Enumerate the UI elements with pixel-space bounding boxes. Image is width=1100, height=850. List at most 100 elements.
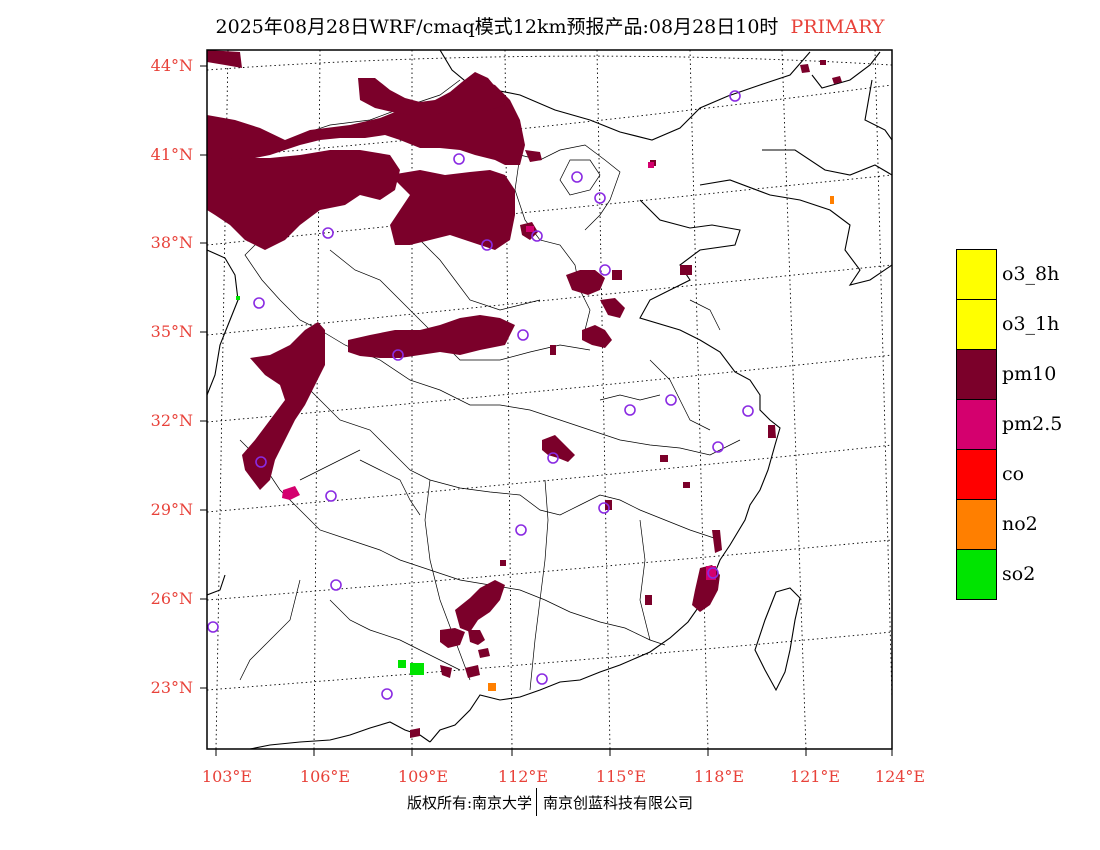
station-marker	[531, 230, 543, 242]
lat-label: 38°N	[151, 233, 193, 252]
footer-separator	[536, 788, 538, 816]
legend-swatch	[956, 249, 997, 300]
pm10-region-misc-ne3	[820, 60, 826, 65]
map-content	[207, 50, 892, 749]
legend-label: o3_1h	[1002, 313, 1060, 335]
map-title: 2025年08月28日WRF/cmaq模式12km预报产品:08月28日10时 P…	[0, 12, 1100, 39]
map-frame	[206, 49, 893, 750]
pm10-region-fujian-2	[712, 530, 722, 553]
legend-item-pm25: pm2.5	[956, 399, 1096, 450]
legend-label: so2	[1002, 563, 1036, 585]
station-marker	[594, 192, 606, 204]
pm10-region-misc-ne2	[832, 76, 842, 84]
lat-label: 23°N	[151, 678, 193, 697]
lon-label: 109°E	[398, 767, 448, 786]
no2-regions	[488, 196, 834, 691]
pm10-region-zj	[600, 298, 625, 318]
no2-region-1	[488, 683, 496, 691]
pm10-region-inner-mongolia-cap	[358, 72, 505, 115]
title-main: 2025年08月28日WRF/cmaq模式12km预报产品:08月28日10时	[215, 16, 779, 38]
latitude-labels: 44°N 41°N 38°N 35°N 32°N 29°N 26°N 23°N	[151, 56, 193, 697]
station-marker	[253, 297, 265, 309]
legend-label: no2	[1002, 513, 1038, 535]
lat-label: 44°N	[151, 56, 193, 75]
legend-item-co: co	[956, 449, 1096, 500]
so2-region-4	[236, 296, 240, 300]
lon-label: 118°E	[694, 767, 744, 786]
pm10-region-south-2	[468, 630, 485, 645]
pm10-region-central-band	[348, 315, 515, 358]
legend-swatch	[956, 299, 997, 350]
pm10-region-misc-14	[550, 345, 556, 355]
legend-swatch	[956, 499, 997, 550]
pm10-region-corner	[207, 50, 242, 68]
legend-swatch	[956, 549, 997, 600]
legend-label: pm2.5	[1002, 413, 1063, 435]
pm10-region-west-strip	[242, 322, 325, 490]
title-tag: PRIMARY	[790, 16, 885, 38]
pm10-region-northwest-lobe	[207, 150, 400, 250]
pm10-region-misc-8	[645, 595, 652, 605]
pm10-region-misc-1	[440, 665, 452, 678]
lon-label: 103°E	[202, 767, 252, 786]
pm10-region-misc-13	[612, 270, 622, 280]
legend-label: pm10	[1002, 363, 1057, 385]
station-marker	[536, 673, 548, 685]
station-marker	[322, 227, 334, 239]
lat-label: 32°N	[151, 411, 193, 430]
station-marker	[515, 524, 527, 536]
pm25-region-3	[648, 162, 654, 168]
legend-item-no2: no2	[956, 499, 1096, 550]
lat-label: 35°N	[151, 322, 193, 341]
copyright-footer: 版权所有:南京大学 南京创蓝科技有限公司	[0, 788, 1100, 818]
lon-label: 115°E	[596, 767, 646, 786]
lat-label: 29°N	[151, 500, 193, 519]
lon-label: 106°E	[300, 767, 350, 786]
no2-region-2	[830, 196, 834, 204]
station-marker	[598, 502, 610, 514]
legend-swatch	[956, 399, 997, 450]
pm10-region-misc-11	[410, 728, 420, 738]
legend-swatch	[956, 449, 997, 500]
legend-swatch	[956, 349, 997, 400]
pm10-region-southwest	[455, 580, 505, 632]
pm10-region-misc-ne	[800, 64, 810, 73]
legend-item-o3-1h: o3_1h	[956, 299, 1096, 350]
station-marker	[571, 171, 583, 183]
lon-label: 124°E	[875, 767, 925, 786]
pm10-region-misc-12	[500, 560, 506, 566]
pm10-regions	[207, 50, 842, 738]
so2-region-2	[410, 663, 424, 675]
legend-item-pm10: pm10	[956, 349, 1096, 400]
pm10-region-misc-7	[768, 425, 776, 438]
station-marker	[729, 90, 741, 102]
pm10-region-ordos	[390, 170, 515, 250]
so2-regions	[236, 296, 424, 675]
pm10-region-hubei	[542, 435, 575, 462]
station-marker	[517, 329, 529, 341]
legend-label: co	[1002, 463, 1025, 485]
pm10-region-south-1	[440, 628, 465, 648]
pm10-region-misc-6	[660, 455, 668, 462]
pm10-region-misc-2	[465, 665, 480, 678]
legend-item-so2: so2	[956, 549, 1096, 600]
pm25-region-4	[526, 226, 534, 232]
station-marker	[255, 456, 267, 468]
pm10-region-north-band	[207, 80, 525, 165]
station-marker	[481, 239, 493, 251]
pm10-region-jiangsu	[582, 325, 612, 348]
station-marker	[665, 394, 677, 406]
station-marker	[325, 490, 337, 502]
station-marker	[453, 153, 465, 165]
pm10-region-misc-9	[680, 265, 692, 275]
lon-label: 112°E	[498, 767, 548, 786]
lon-label: 121°E	[790, 767, 840, 786]
axis-ticks	[200, 65, 893, 756]
pm10-region-misc-3	[478, 648, 490, 658]
pm25-region-1	[282, 486, 300, 500]
graticule	[207, 50, 892, 749]
lat-label: 26°N	[151, 589, 193, 608]
footer-left: 版权所有:南京大学	[406, 794, 533, 812]
station-markers	[207, 90, 754, 700]
